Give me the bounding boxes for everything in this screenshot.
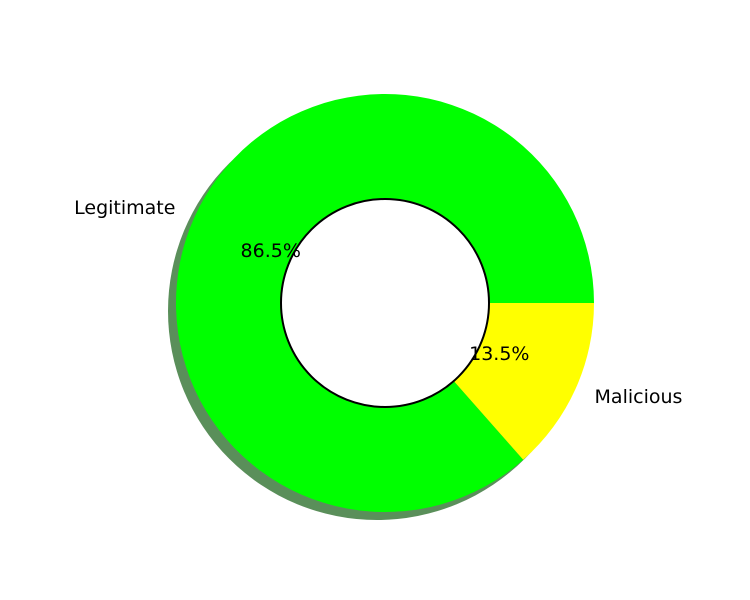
slice-percent-legitimate: 86.5% <box>241 240 301 262</box>
chart-labels: Legitimate 86.5% Malicious 13.5% <box>74 197 682 408</box>
slice-label-malicious: Malicious <box>595 386 683 408</box>
slice-percent-malicious: 13.5% <box>469 343 529 365</box>
donut-center-hole <box>280 198 490 408</box>
slice-label-legitimate: Legitimate <box>74 197 175 219</box>
